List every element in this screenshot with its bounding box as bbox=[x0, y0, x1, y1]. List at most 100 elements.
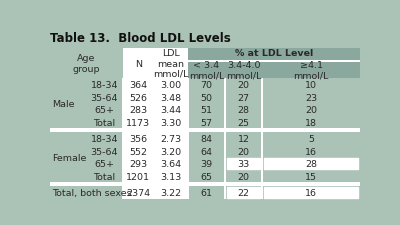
Bar bbox=[50, 170, 360, 182]
Bar bbox=[154, 91, 188, 104]
Text: 364: 364 bbox=[129, 81, 148, 90]
Bar bbox=[122, 79, 124, 199]
Text: 70: 70 bbox=[200, 81, 212, 90]
Bar bbox=[153, 182, 155, 186]
Bar bbox=[50, 104, 360, 116]
Text: < 3.4
mmol/L: < 3.4 mmol/L bbox=[189, 61, 224, 80]
Text: 28: 28 bbox=[238, 106, 250, 115]
Text: 16: 16 bbox=[305, 147, 317, 156]
Bar bbox=[227, 159, 260, 169]
Text: 20: 20 bbox=[305, 106, 317, 115]
Bar bbox=[50, 186, 360, 199]
Text: 33: 33 bbox=[238, 159, 250, 168]
Bar bbox=[123, 104, 154, 116]
Bar bbox=[50, 116, 360, 129]
Bar bbox=[122, 182, 124, 186]
Bar bbox=[123, 49, 154, 79]
Text: 65+: 65+ bbox=[94, 159, 114, 168]
Bar bbox=[224, 129, 226, 133]
Bar bbox=[154, 145, 188, 158]
Text: 22: 22 bbox=[238, 188, 250, 197]
Bar bbox=[264, 187, 358, 198]
Text: 65+: 65+ bbox=[94, 106, 114, 115]
Text: 23: 23 bbox=[305, 93, 317, 102]
Text: 10: 10 bbox=[305, 81, 317, 90]
Text: 20: 20 bbox=[238, 81, 250, 90]
Text: Female: Female bbox=[52, 153, 86, 162]
Bar bbox=[123, 186, 154, 199]
Text: 3.64: 3.64 bbox=[160, 159, 182, 168]
Text: 35-64: 35-64 bbox=[90, 147, 118, 156]
Text: 27: 27 bbox=[238, 93, 250, 102]
Text: 293: 293 bbox=[129, 159, 148, 168]
Text: 1201: 1201 bbox=[126, 172, 150, 181]
Bar bbox=[50, 129, 360, 133]
Bar bbox=[50, 91, 360, 104]
Bar bbox=[154, 158, 188, 170]
Text: 61: 61 bbox=[200, 188, 212, 197]
Text: 16: 16 bbox=[305, 188, 317, 197]
Text: N: N bbox=[135, 59, 142, 68]
Text: 25: 25 bbox=[238, 118, 250, 127]
Bar bbox=[153, 129, 155, 133]
Bar bbox=[154, 79, 188, 91]
Text: Total: Total bbox=[93, 118, 115, 127]
Text: 5: 5 bbox=[308, 135, 314, 143]
Text: 20: 20 bbox=[238, 172, 250, 181]
Text: 18: 18 bbox=[305, 118, 317, 127]
Bar bbox=[187, 129, 189, 133]
Bar bbox=[153, 79, 155, 199]
Text: 20: 20 bbox=[238, 147, 250, 156]
Bar bbox=[154, 49, 188, 79]
Text: Age
group: Age group bbox=[73, 54, 100, 74]
Text: Total: Total bbox=[93, 172, 115, 181]
Text: LDL
mean
mmol/L: LDL mean mmol/L bbox=[153, 49, 188, 79]
Bar bbox=[154, 133, 188, 145]
Bar bbox=[123, 133, 154, 145]
Bar bbox=[154, 116, 188, 129]
Bar bbox=[262, 79, 263, 199]
Text: 3.30: 3.30 bbox=[160, 118, 182, 127]
Text: 57: 57 bbox=[200, 118, 212, 127]
Bar bbox=[224, 79, 226, 199]
Text: 12: 12 bbox=[238, 135, 250, 143]
Bar bbox=[264, 159, 358, 169]
Bar bbox=[123, 158, 154, 170]
Text: 552: 552 bbox=[129, 147, 147, 156]
Text: 3.48: 3.48 bbox=[160, 93, 182, 102]
Bar bbox=[50, 49, 188, 79]
Text: 15: 15 bbox=[305, 172, 317, 181]
Text: 51: 51 bbox=[200, 106, 212, 115]
Bar bbox=[50, 145, 360, 158]
Text: 526: 526 bbox=[129, 93, 147, 102]
Bar bbox=[187, 182, 189, 186]
Text: 1173: 1173 bbox=[126, 118, 150, 127]
Text: 3.22: 3.22 bbox=[160, 188, 182, 197]
Bar bbox=[50, 182, 360, 186]
Text: 28: 28 bbox=[305, 159, 317, 168]
Bar bbox=[123, 116, 154, 129]
Bar bbox=[50, 133, 360, 145]
Bar bbox=[123, 145, 154, 158]
Text: 356: 356 bbox=[129, 135, 148, 143]
Bar bbox=[154, 104, 188, 116]
Bar bbox=[262, 129, 263, 133]
Text: 283: 283 bbox=[129, 106, 148, 115]
Bar bbox=[123, 170, 154, 182]
Text: 3.13: 3.13 bbox=[160, 172, 182, 181]
Text: 3.00: 3.00 bbox=[160, 81, 182, 90]
Text: % at LDL Level: % at LDL Level bbox=[235, 49, 313, 58]
Text: 3.4-4.0
mmol/L: 3.4-4.0 mmol/L bbox=[226, 61, 262, 80]
Text: 39: 39 bbox=[200, 159, 213, 168]
Text: 50: 50 bbox=[200, 93, 212, 102]
Bar bbox=[122, 129, 124, 133]
Text: 84: 84 bbox=[200, 135, 212, 143]
Bar bbox=[123, 91, 154, 104]
Bar bbox=[262, 182, 263, 186]
Text: 64: 64 bbox=[200, 147, 212, 156]
Bar bbox=[50, 79, 360, 91]
Text: 18-34: 18-34 bbox=[90, 81, 118, 90]
Bar bbox=[154, 186, 188, 199]
Text: Male: Male bbox=[52, 99, 74, 108]
Bar bbox=[188, 61, 360, 63]
